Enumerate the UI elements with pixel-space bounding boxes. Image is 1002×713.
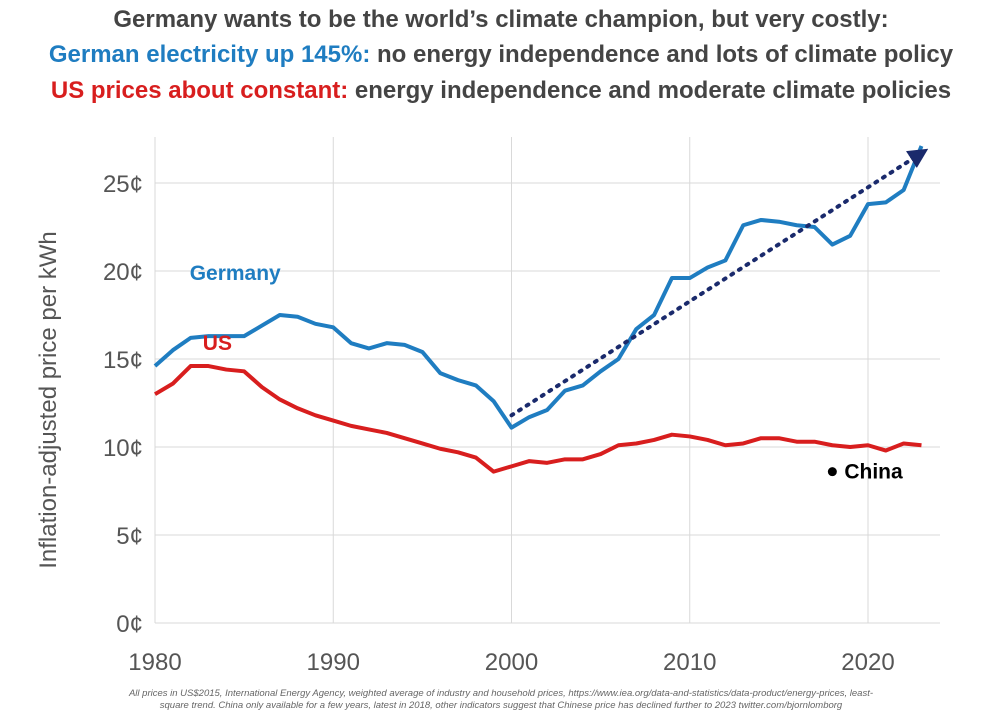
x-tick-label: 2010 (663, 649, 716, 676)
germany-series-label: Germany (190, 262, 281, 285)
y-tick-label: 15¢ (103, 347, 143, 374)
trend-arrow (509, 148, 929, 418)
y-tick-label: 10¢ (103, 435, 143, 462)
y-tick-label: 25¢ (103, 171, 143, 198)
china-label: China (844, 461, 903, 484)
x-tick-label: 1980 (128, 649, 181, 676)
footnote-line-2: square trend. China only available for a… (159, 700, 843, 711)
us-headline: US prices about constant: (50, 77, 349, 104)
us-headline-rest: energy independence and moderate climate… (354, 77, 952, 104)
chart-title-line-2: German electricity up 145%: no energy in… (0, 40, 1002, 70)
y-tick-label: 20¢ (103, 259, 143, 286)
germany-headline-rest: no energy independence and lots of clima… (377, 41, 954, 68)
y-tick-label: 5¢ (116, 523, 143, 550)
x-tick-label: 2020 (841, 649, 894, 676)
germany-series-line (153, 145, 924, 430)
us-series-line (153, 364, 922, 474)
x-tick-label: 1990 (307, 649, 360, 676)
us-series-label: US (203, 332, 232, 355)
y-axis-label: Inflation-adjusted price per kWh (35, 231, 62, 569)
y-tick-label: 0¢ (116, 611, 143, 638)
chart-title-line-1: Germany wants to be the world’s climate … (113, 6, 889, 33)
china-point (827, 467, 837, 477)
x-tick-label: 2000 (485, 649, 538, 676)
germany-headline: German electricity up 145%: (48, 41, 371, 68)
footnote-line-1: All prices in US$2015, International Ene… (128, 688, 874, 699)
chart-title-line-3: US prices about constant: energy indepen… (0, 76, 1002, 106)
